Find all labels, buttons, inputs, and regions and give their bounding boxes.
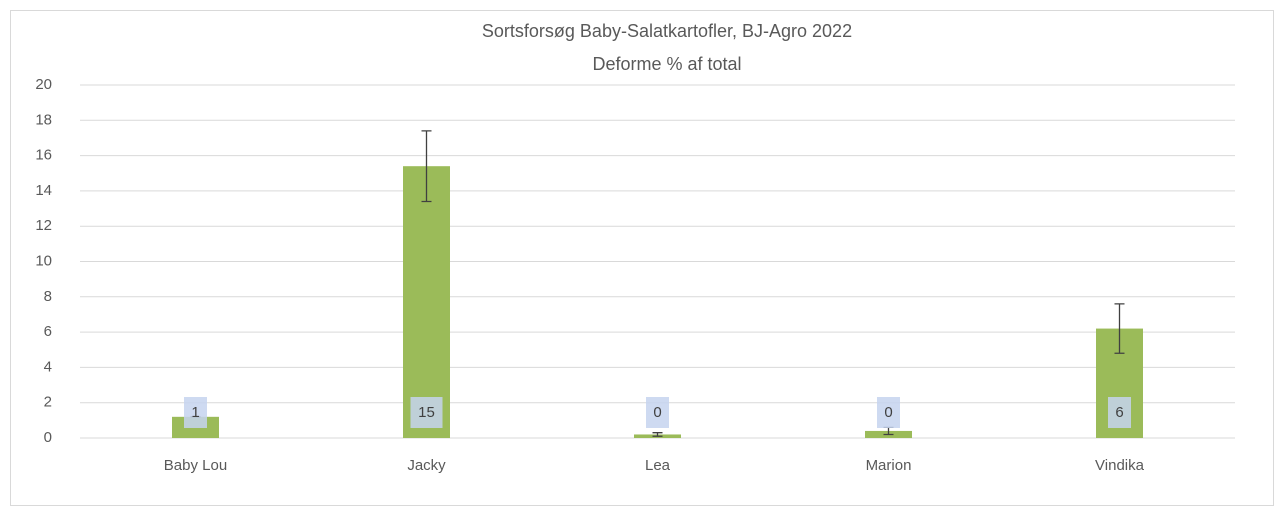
y-tick-label: 20 [35,76,52,93]
data-label: 0 [653,404,661,421]
chart-title: Sortsforsøg Baby-Salatkartofler, BJ-Agro… [482,21,852,41]
y-tick-label: 18 [35,111,52,128]
y-tick-label: 16 [35,147,52,164]
chart-subtitle: Deforme % af total [592,54,741,74]
x-tick-label: Baby Lou [164,457,227,474]
data-label-box [410,397,443,428]
error-bar [421,130,432,203]
bar [403,166,450,438]
y-tick-label: 0 [44,429,52,446]
chart-frame [10,10,1274,506]
x-tick-label: Lea [645,457,671,474]
data-label: 15 [418,404,435,421]
y-tick-label: 12 [35,217,52,234]
data-label: 0 [884,404,892,421]
data-label-box [877,397,900,428]
y-tick-label: 10 [35,252,52,269]
y-tick-label: 6 [44,323,52,340]
y-tick-label: 4 [44,358,52,375]
x-tick-label: Marion [866,457,912,474]
data-label: 6 [1115,404,1123,421]
error-bar [652,432,663,437]
error-bar [1114,303,1125,354]
data-label-box [646,397,669,428]
y-tick-label: 14 [35,182,52,199]
x-tick-label: Vindika [1095,457,1145,474]
y-tick-label: 8 [44,288,52,305]
data-label-box [184,397,207,428]
data-label: 1 [191,404,199,421]
y-tick-label: 2 [44,394,52,411]
x-tick-label: Jacky [407,457,446,474]
data-label-box [1108,397,1131,428]
